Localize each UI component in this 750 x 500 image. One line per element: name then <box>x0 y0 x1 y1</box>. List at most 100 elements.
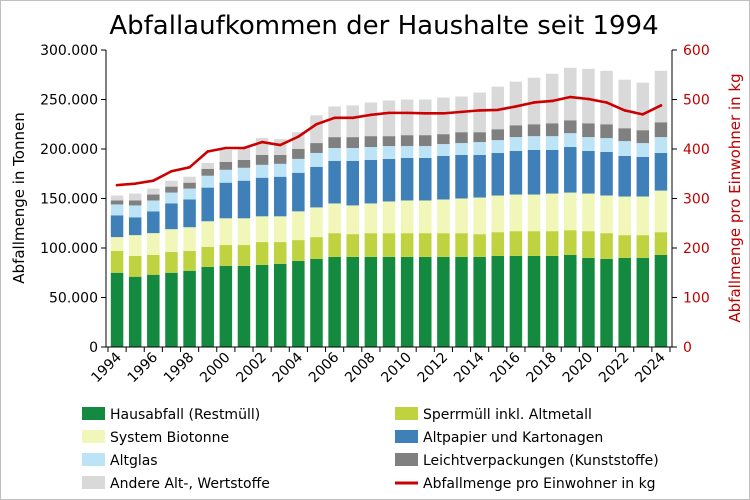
bar-leichtverpackungen-2020 <box>582 123 595 138</box>
bar-andere-2018 <box>545 73 559 124</box>
bar-sperrmuell-1998 <box>183 250 196 271</box>
legend-swatch <box>395 453 418 466</box>
bar-biotonne-2015 <box>491 195 505 233</box>
bar-restmuell-2018 <box>545 255 559 347</box>
bar-restmuell-2001 <box>237 265 251 347</box>
bar-altpapier-2021 <box>600 151 613 196</box>
legend: Hausabfall (Restmüll) Sperrmüll inkl. Alt… <box>82 407 659 492</box>
bar-sperrmuell-2021 <box>600 233 613 259</box>
left-tick-label: 250.000 <box>40 93 98 109</box>
bar-biotonne-2008 <box>364 203 378 234</box>
legend-item-sperrmuell: Sperrmüll inkl. Altmetall <box>395 407 592 423</box>
bar-altglas-2015 <box>491 140 505 153</box>
line-point-2014 <box>478 109 481 112</box>
bar-altglas-1996 <box>147 200 160 212</box>
bar-leichtverpackungen-2014 <box>473 132 486 143</box>
bar-altglas-2016 <box>509 137 523 151</box>
bar-leichtverpackungen-2022 <box>618 128 631 142</box>
bar-leichtverpackungen-2018 <box>545 123 559 137</box>
bar-altpapier-1998 <box>183 199 196 228</box>
line-point-2002 <box>260 140 264 144</box>
bar-sperrmuell-2007 <box>346 234 359 257</box>
legend-label: Andere Alt-, Wertstoffe <box>110 476 270 492</box>
bar-andere-1995 <box>128 193 142 201</box>
line-point-2007 <box>351 116 355 120</box>
bar-altglas-1994 <box>110 204 124 216</box>
bar-leichtverpackungen-2000 <box>219 161 233 170</box>
bar-altpapier-2016 <box>509 150 523 195</box>
bar-sperrmuell-2013 <box>455 233 468 257</box>
bar-altpapier-2007 <box>346 160 359 206</box>
bar-biotonne-2007 <box>346 205 359 235</box>
bar-restmuell-1994 <box>110 272 124 347</box>
bar-biotonne-2003 <box>273 216 287 243</box>
bar-biotonne-2017 <box>527 194 541 232</box>
bar-altpapier-2015 <box>491 152 505 196</box>
bar-altpapier-2022 <box>618 155 631 197</box>
bar-leichtverpackungen-2008 <box>364 136 378 148</box>
bar-restmuell-2005 <box>310 258 323 347</box>
bar-altglas-1995 <box>128 205 142 218</box>
line-point-1995 <box>133 182 137 185</box>
bar-sperrmuell-2011 <box>419 233 432 257</box>
line-point-1999 <box>206 150 210 153</box>
legend-label: Altglas <box>110 453 158 469</box>
bar-andere-1999 <box>201 162 214 169</box>
right-axis-title: Abfallmenge pro Einwohner in kg <box>726 73 744 322</box>
bar-altglas-2012 <box>437 144 450 156</box>
bar-leichtverpackungen-1996 <box>147 194 160 201</box>
bar-restmuell-2002 <box>255 264 269 347</box>
line-point-2017 <box>532 101 536 104</box>
bar-sperrmuell-2003 <box>273 242 287 264</box>
bar-altpapier-2023 <box>636 156 650 197</box>
bar-andere-2014 <box>473 92 486 133</box>
bar-leichtverpackungen-2024 <box>654 122 668 138</box>
bar-sperrmuell-2004 <box>292 240 305 261</box>
bar-biotonne-1994 <box>110 237 124 251</box>
bar-restmuell-1999 <box>201 266 214 347</box>
legend-item-altglas: Altglas <box>82 453 158 469</box>
bar-biotonne-2012 <box>437 199 450 234</box>
legend-swatch <box>82 407 105 420</box>
bar-restmuell-2021 <box>600 258 613 347</box>
bar-andere-2021 <box>600 70 613 125</box>
bar-altglas-2006 <box>328 148 341 161</box>
bar-altpapier-2000 <box>219 182 233 219</box>
bar-leichtverpackungen-2004 <box>292 149 305 159</box>
bar-andere-2024 <box>654 70 668 123</box>
right-tick-label: 0 <box>683 340 692 356</box>
bar-restmuell-2012 <box>437 256 450 347</box>
line-point-2011 <box>423 112 427 115</box>
bar-leichtverpackungen-2009 <box>382 136 396 147</box>
bar-leichtverpackungen-2019 <box>564 120 577 134</box>
bar-sperrmuell-2024 <box>654 232 668 255</box>
bar-restmuell-2019 <box>564 254 577 347</box>
legend-item-biotonne: System Biotonne <box>82 430 229 446</box>
line-point-2013 <box>460 110 463 114</box>
line-point-1998 <box>188 166 191 169</box>
bar-altpapier-2010 <box>400 157 414 201</box>
bar-biotonne-2020 <box>582 193 595 232</box>
bar-sperrmuell-2023 <box>636 235 650 258</box>
bar-sperrmuell-2010 <box>400 233 414 257</box>
bar-andere-2005 <box>310 115 323 144</box>
bar-andere-2000 <box>219 149 233 162</box>
bar-sperrmuell-2022 <box>618 235 631 258</box>
bar-restmuell-2006 <box>328 256 341 347</box>
bar-altglas-2008 <box>364 147 378 160</box>
bar-restmuell-1998 <box>183 270 196 347</box>
bar-sperrmuell-2020 <box>582 231 595 258</box>
legend-item-pro-einwohner: Abfallmenge pro Einwohner in kg <box>395 476 656 492</box>
bar-altglas-2020 <box>582 137 595 151</box>
chart-title: Abfallaufkommen der Haushalte seit 1994 <box>109 11 658 41</box>
bar-restmuell-2024 <box>654 254 668 347</box>
line-point-2008 <box>369 113 373 117</box>
line-point-2020 <box>587 97 590 101</box>
bar-restmuell-2023 <box>636 257 650 347</box>
bar-restmuell-2014 <box>473 256 486 347</box>
bar-altglas-2001 <box>237 167 251 181</box>
bar-biotonne-2002 <box>255 216 269 243</box>
bar-altglas-2024 <box>654 137 668 153</box>
left-tick-label: 300.000 <box>40 43 98 59</box>
